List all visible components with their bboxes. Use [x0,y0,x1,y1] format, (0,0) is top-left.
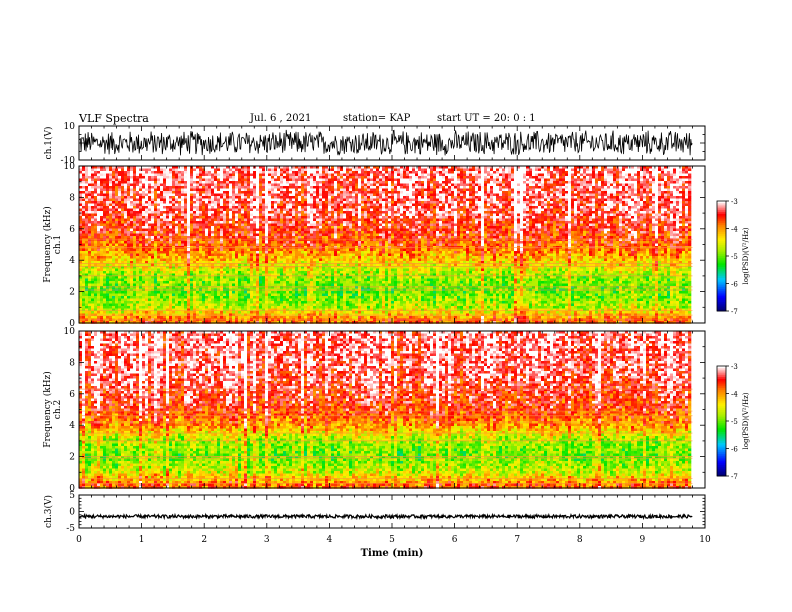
x-tick-label: 4 [327,535,333,545]
ch1-spectrogram [79,166,693,324]
ch3-waveform-line [78,512,693,521]
x-tick-label: 6 [452,535,458,545]
colorbar-tick-label: -6 [731,281,738,289]
x-tick-label: 8 [577,535,583,545]
y-tick-label: 8 [69,358,75,368]
ch2-colorbar: -3 -4 -5 -6 -7 log(PSD)(V²/Hz) [716,363,750,481]
ch2-spectrogram [79,331,693,489]
y-axis-label: ch.1(V) [43,127,54,160]
y-axis-label: Frequency (kHz) ch.1 [42,206,63,283]
colorbar-tick-label: -5 [731,418,738,426]
x-tick-label: 2 [201,535,207,545]
y-tick-label: 2 [69,453,75,463]
ch1-waveform-line [78,129,693,156]
x-tick-label: 3 [264,535,270,545]
colorbar-label: log(PSD)(V²/Hz) [742,392,750,449]
ch1-colorbar: -3 -4 -5 -6 -7 log(PSD)(V²/Hz) [716,198,750,316]
y-axis-label: Frequency (kHz) ch.2 [42,371,63,448]
x-tick-label: 7 [514,535,520,545]
x-tick-label: 5 [389,535,395,545]
y-tick-label: 6 [69,225,75,235]
y-tick-label: 8 [69,193,75,203]
y-tick-label: 4 [69,256,75,266]
y-tick-label: -5 [66,524,75,534]
colorbar-tick-label: -7 [731,308,738,316]
y-tick-label: 10 [64,122,76,132]
y-axis-label: ch.3(V) [43,495,54,528]
x-ticks [78,495,706,528]
x-tick-label: 1 [139,535,145,545]
colorbar-label: log(PSD)(V²/Hz) [742,227,750,284]
x-tick-label: 9 [640,535,646,545]
y-tick-label: 10 [64,162,76,172]
colorbar-tick-label: -3 [731,198,738,206]
y-tick-label: 2 [69,288,75,298]
colorbar-tick-label: -5 [731,253,738,261]
svg-text:ch.1(V): ch.1(V) [43,127,54,160]
y-tick-label: 4 [69,421,75,431]
y-tick-label: 5 [69,491,75,501]
colorbar-tick-label: -3 [731,363,738,371]
y-tick-label: 10 [64,327,76,337]
colorbar-tick-label: -4 [731,226,738,234]
colorbar-tick-label: -6 [731,446,738,454]
colorbar-tick-label: -7 [731,473,738,481]
x-tick-label: 10 [699,535,711,545]
y-tick-label: 0 [69,508,75,518]
colorbar-tick-label: -4 [731,391,738,399]
y-tick-label: 6 [69,390,75,400]
x-tick-label: 0 [76,535,82,545]
x-axis-label: Time (min) [361,548,424,559]
